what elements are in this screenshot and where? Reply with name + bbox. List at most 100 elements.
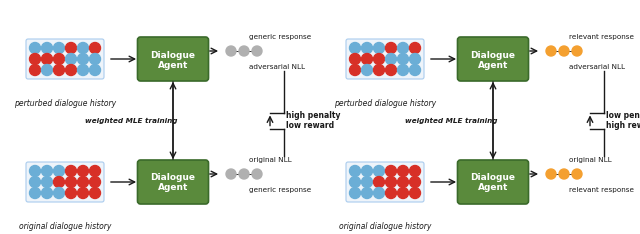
Text: weighted MLE training: weighted MLE training [404,117,497,124]
Circle shape [54,54,65,65]
Circle shape [90,65,100,76]
Circle shape [349,43,360,54]
Text: relevant response: relevant response [569,34,634,40]
Circle shape [397,54,408,65]
Circle shape [29,43,40,54]
Circle shape [397,43,408,54]
FancyBboxPatch shape [138,37,209,81]
Circle shape [349,176,360,187]
Circle shape [397,165,408,176]
Circle shape [385,176,397,187]
Circle shape [362,65,372,76]
Circle shape [90,54,100,65]
Circle shape [397,187,408,198]
Text: original dialogue history: original dialogue history [339,222,431,231]
Circle shape [42,43,52,54]
Text: Agent: Agent [478,61,508,69]
Text: adversarial NLL: adversarial NLL [249,64,305,70]
Circle shape [410,43,420,54]
Circle shape [90,187,100,198]
Circle shape [54,176,65,187]
Circle shape [239,46,249,56]
Circle shape [226,46,236,56]
Circle shape [65,54,77,65]
Text: Agent: Agent [158,61,188,69]
Circle shape [410,54,420,65]
Circle shape [362,54,372,65]
Circle shape [362,176,372,187]
Circle shape [374,187,385,198]
Circle shape [559,46,569,56]
Circle shape [77,43,88,54]
Circle shape [29,65,40,76]
Circle shape [65,65,77,76]
Circle shape [362,165,372,176]
Circle shape [239,169,249,179]
Circle shape [385,65,397,76]
Circle shape [385,54,397,65]
Circle shape [349,187,360,198]
Circle shape [42,65,52,76]
Circle shape [362,43,372,54]
Circle shape [385,43,397,54]
Circle shape [65,43,77,54]
Text: original dialogue history: original dialogue history [19,222,111,231]
Circle shape [374,165,385,176]
FancyBboxPatch shape [346,39,424,79]
Circle shape [374,54,385,65]
Circle shape [42,165,52,176]
Circle shape [374,43,385,54]
Text: Agent: Agent [158,183,188,193]
Text: original NLL: original NLL [569,157,612,163]
Circle shape [385,187,397,198]
Circle shape [77,54,88,65]
Circle shape [572,169,582,179]
Circle shape [349,54,360,65]
Circle shape [349,165,360,176]
Circle shape [559,169,569,179]
Circle shape [410,165,420,176]
Circle shape [42,54,52,65]
Circle shape [374,176,385,187]
Circle shape [65,187,77,198]
Text: adversarial NLL: adversarial NLL [569,64,625,70]
Text: perturbed dialogue history: perturbed dialogue history [334,99,436,108]
Circle shape [90,43,100,54]
Text: high penalty
low reward: high penalty low reward [286,111,340,130]
Circle shape [362,187,372,198]
Circle shape [77,165,88,176]
Circle shape [65,176,77,187]
FancyBboxPatch shape [26,162,104,202]
Circle shape [54,165,65,176]
Text: low penalty
high reward: low penalty high reward [606,111,640,130]
Circle shape [29,187,40,198]
Circle shape [90,165,100,176]
Text: Agent: Agent [478,183,508,193]
Circle shape [252,169,262,179]
Circle shape [397,65,408,76]
Circle shape [29,54,40,65]
FancyBboxPatch shape [346,162,424,202]
Text: generic response: generic response [249,34,311,40]
Circle shape [572,46,582,56]
FancyBboxPatch shape [26,39,104,79]
Circle shape [410,187,420,198]
Circle shape [410,176,420,187]
Text: relevant response: relevant response [569,187,634,193]
FancyBboxPatch shape [458,37,529,81]
Text: perturbed dialogue history: perturbed dialogue history [14,99,116,108]
Text: Dialogue: Dialogue [150,173,195,183]
Circle shape [77,176,88,187]
Circle shape [349,65,360,76]
Circle shape [546,46,556,56]
Circle shape [42,176,52,187]
Circle shape [54,65,65,76]
Circle shape [77,187,88,198]
Text: generic response: generic response [249,187,311,193]
Circle shape [374,65,385,76]
Circle shape [90,176,100,187]
Text: Dialogue: Dialogue [470,173,515,183]
Text: Dialogue: Dialogue [470,51,515,59]
Circle shape [65,165,77,176]
Circle shape [546,169,556,179]
